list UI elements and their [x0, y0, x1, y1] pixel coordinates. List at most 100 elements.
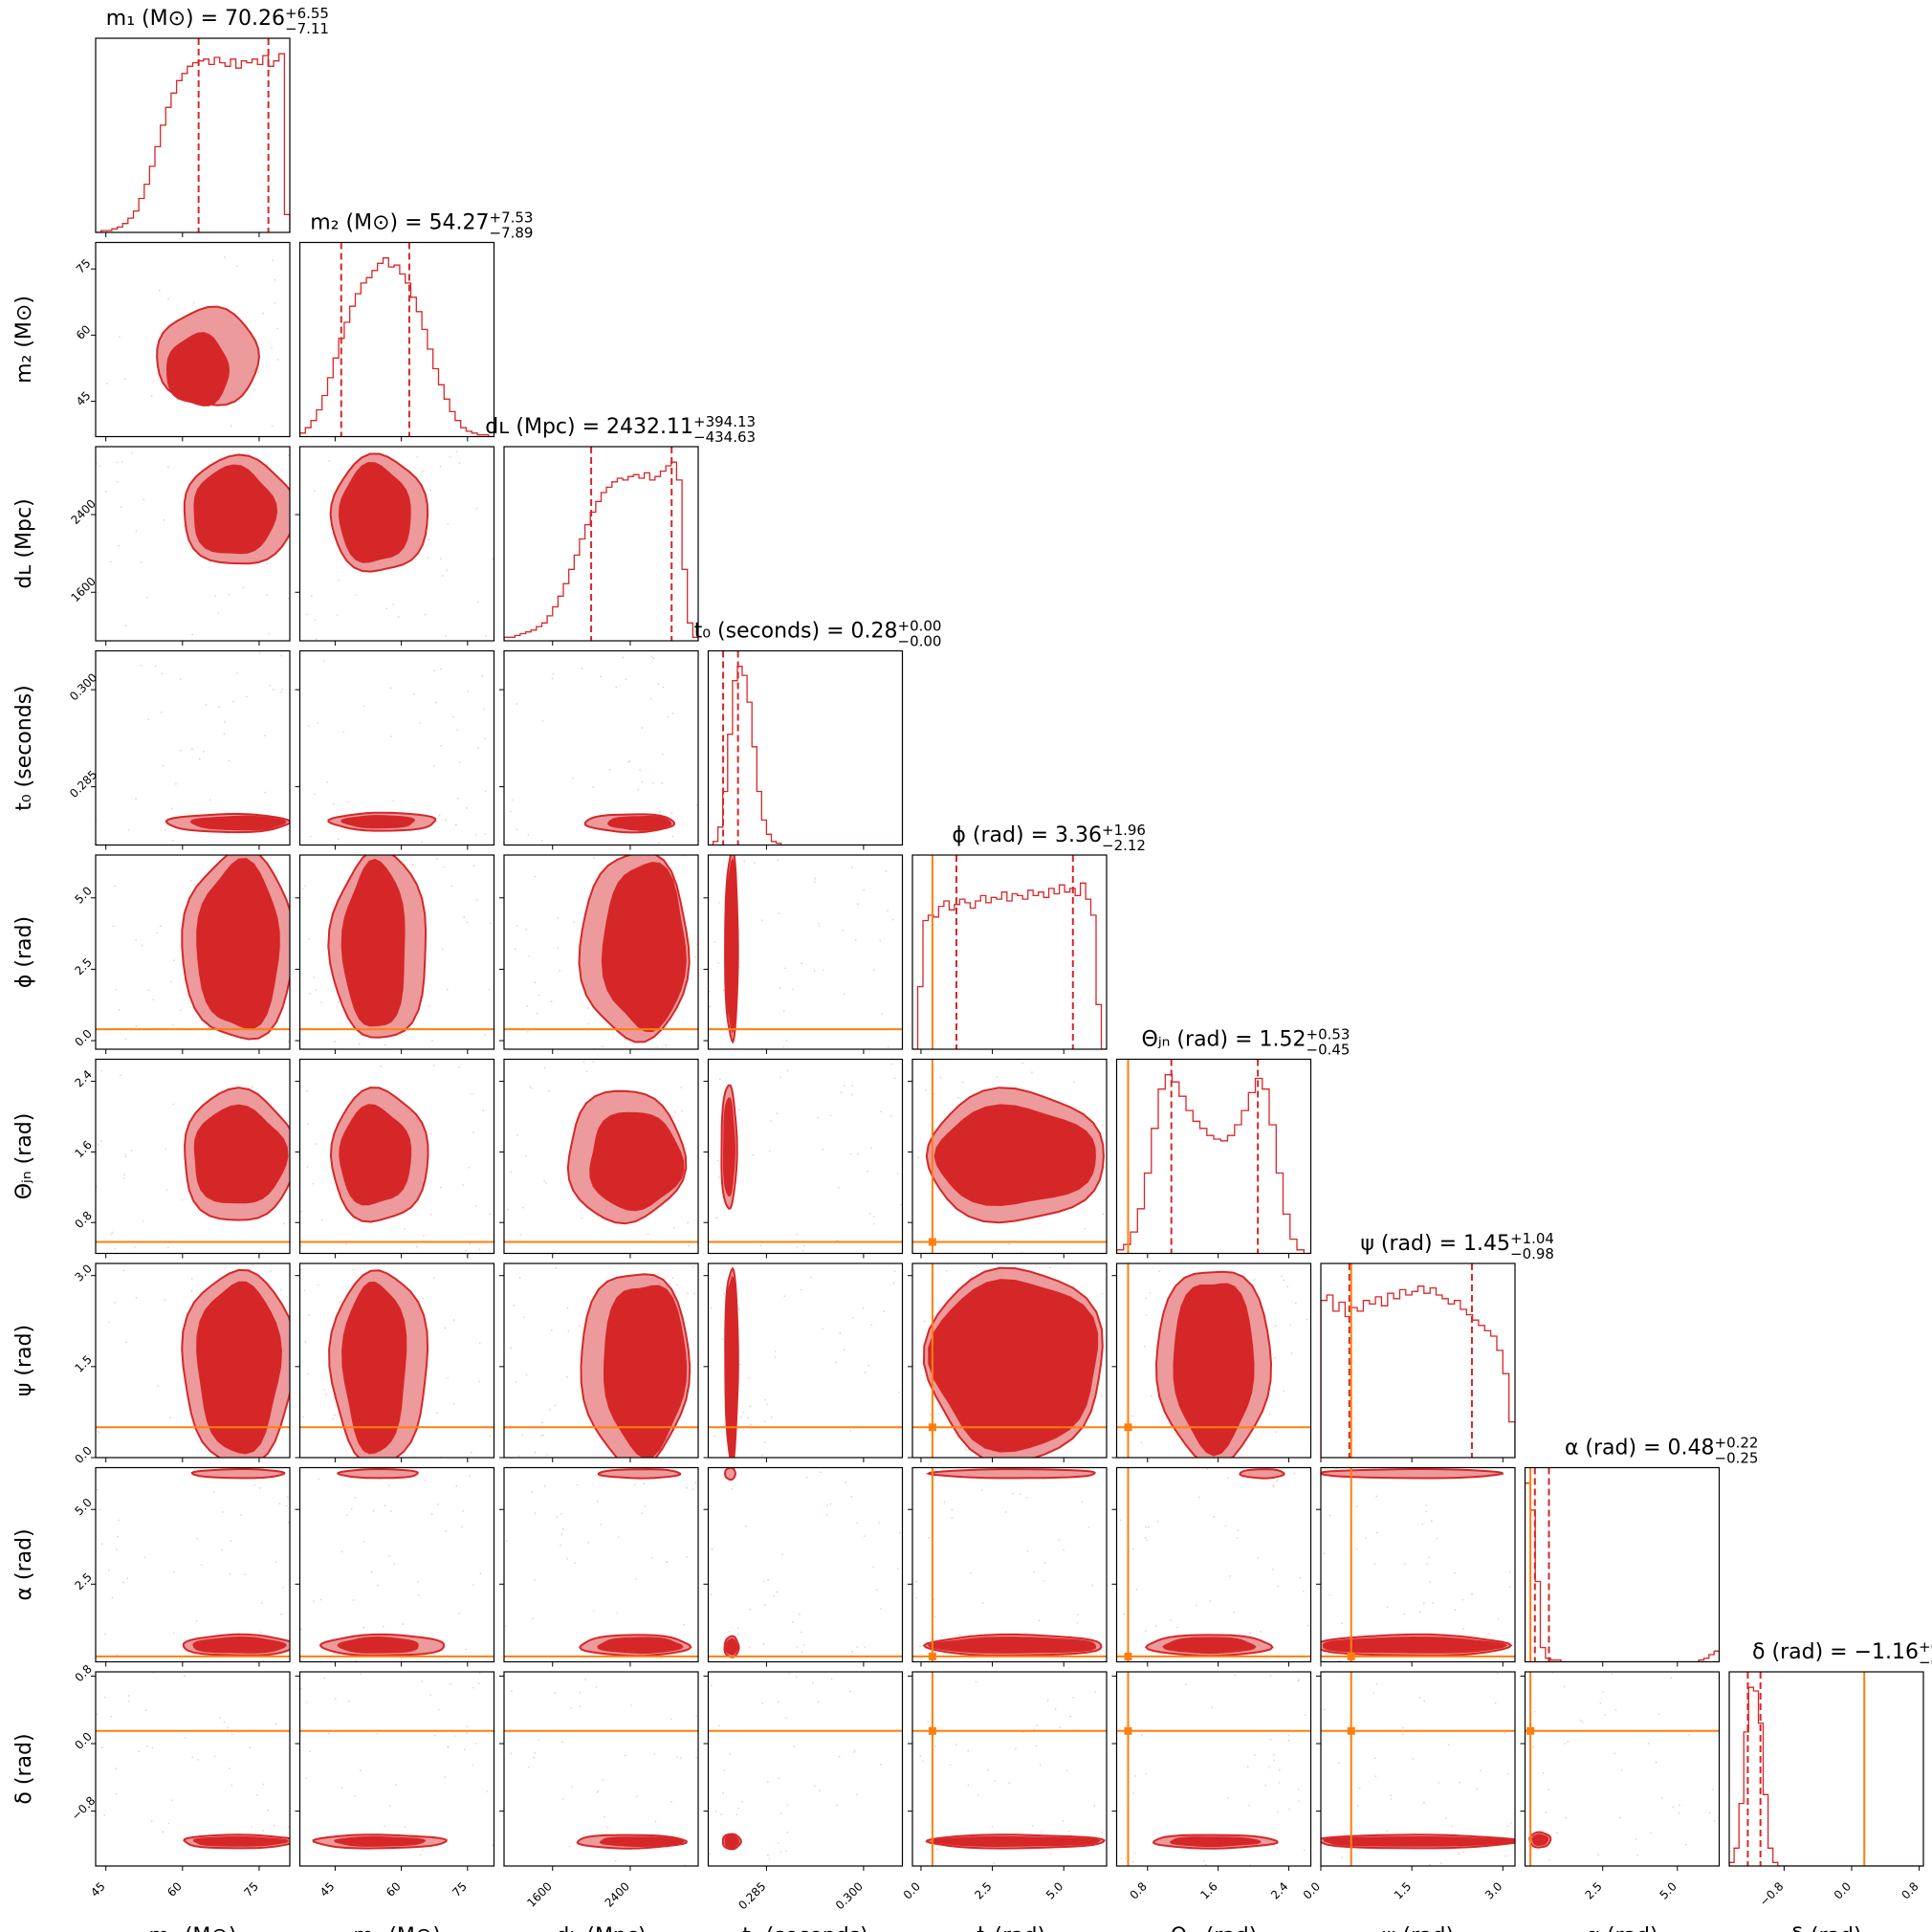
scatter-point [313, 977, 316, 978]
contour-inner-m2-m1 [165, 332, 231, 406]
scatter-point [742, 1411, 745, 1414]
scatter-point [100, 1069, 103, 1072]
scatter-point [1278, 1768, 1281, 1771]
scatter-point [737, 1308, 740, 1310]
scatter-point [786, 1803, 789, 1806]
panel-frame [1728, 1671, 1924, 1867]
scatter-point [1432, 1602, 1434, 1605]
scatter-point [652, 657, 655, 660]
scatter-point [1375, 1531, 1378, 1534]
scatter-point [542, 1434, 545, 1437]
scatter-point [1213, 1516, 1215, 1518]
scatter-point [221, 1548, 224, 1551]
panel-frame [1524, 1466, 1721, 1663]
scatter-point [784, 967, 786, 970]
scatter-point [576, 1483, 579, 1486]
contour-inner-alpha-theta [1162, 1636, 1257, 1655]
scatter-point [817, 1116, 820, 1119]
scatter-point [509, 810, 512, 813]
scatter-point [534, 1579, 536, 1581]
scatter-point [1306, 1318, 1308, 1321]
scatter-point [143, 1556, 146, 1559]
scatter-point [615, 686, 618, 689]
scatter-point [114, 1302, 117, 1304]
scatter-point [337, 1000, 340, 1003]
panel-frame [1115, 1466, 1312, 1663]
scatter-point [739, 1416, 742, 1418]
scatter-point [896, 1172, 899, 1175]
scatter-point [1287, 1739, 1290, 1742]
scatter-point [917, 1156, 920, 1159]
scatter-point [850, 866, 853, 868]
scatter-point [862, 1306, 865, 1309]
scatter-point [951, 1508, 954, 1511]
scatter-point [554, 1404, 557, 1407]
scatter-point [1402, 1726, 1405, 1729]
scatter-point [1124, 1856, 1127, 1859]
scatter-point [230, 425, 232, 428]
scatter-point [656, 1046, 659, 1048]
histogram-delta [1729, 1686, 1923, 1866]
scatter-point [595, 1686, 598, 1689]
contour-inner-t0-m2 [340, 815, 415, 829]
scatter-point [252, 388, 255, 391]
scatter-delta-alpha [1528, 1672, 1716, 1861]
scatter-point [258, 651, 261, 654]
title-psi: ψ (rad) = 1.45 [1360, 1232, 1510, 1256]
scatter-point [1249, 1632, 1251, 1635]
scatter-point [961, 1081, 964, 1084]
scatter-point [221, 1510, 224, 1513]
scatter-point [287, 829, 290, 832]
scatter-point [242, 586, 245, 588]
scatter-point [477, 601, 479, 604]
scatter-point [1077, 1614, 1080, 1616]
scatter-point [510, 1752, 513, 1755]
scatter-point [190, 748, 193, 750]
scatter-point [228, 1767, 231, 1769]
panel-t0-m2 [307, 660, 487, 844]
scatter-point [1132, 1548, 1134, 1550]
scatter-point [264, 735, 266, 737]
scatter-point [159, 332, 162, 335]
scatter-point [686, 1292, 689, 1295]
scatter-point [714, 941, 716, 943]
scatter-point [801, 1249, 804, 1252]
scatter-point [416, 456, 419, 458]
scatter-point [303, 1289, 306, 1292]
contour-inner-alpha-psi [1322, 1636, 1508, 1654]
scatter-point [315, 988, 318, 991]
scatter-point [566, 1306, 569, 1309]
scatter-point [458, 462, 461, 465]
scatter-point [625, 678, 627, 681]
scatter-point [1229, 1574, 1232, 1577]
scatter-point [474, 1742, 477, 1745]
scatter-point [927, 1720, 930, 1723]
scatter-point [135, 938, 138, 941]
scatter-point [915, 1596, 918, 1599]
scatter-point [1655, 1761, 1658, 1764]
scatter-point [1093, 1805, 1096, 1807]
scatter-point [213, 1755, 216, 1758]
scatter-point [981, 1602, 984, 1604]
scatter-point [522, 1206, 524, 1209]
title-delta: δ (rad) = −1.16 [1752, 1640, 1919, 1664]
scatter-point [1054, 1708, 1057, 1711]
scatter-point [680, 1087, 683, 1088]
scatter-point [1602, 1691, 1604, 1693]
scatter-point [763, 1604, 766, 1607]
scatter-point [650, 655, 653, 658]
scatter-point [245, 695, 248, 698]
scatter-point [340, 1550, 343, 1553]
panel-m2-m2 [299, 242, 494, 437]
title-theta: Θⱼₙ (rad) = 1.52 [1142, 1028, 1306, 1052]
scatter-point [171, 1023, 174, 1026]
histogram-theta [1116, 1074, 1311, 1254]
scatter-point [1581, 1721, 1584, 1723]
panel-psi-t0 [708, 1266, 903, 1458]
scatter-point [723, 1769, 726, 1771]
scatter-point [1428, 1581, 1431, 1584]
scatter-point [822, 1328, 824, 1330]
x-axis-label-m1: m₁ (M⊙) [149, 1924, 237, 1932]
scatter-point [829, 1503, 832, 1505]
scatter-point [1131, 1860, 1134, 1863]
